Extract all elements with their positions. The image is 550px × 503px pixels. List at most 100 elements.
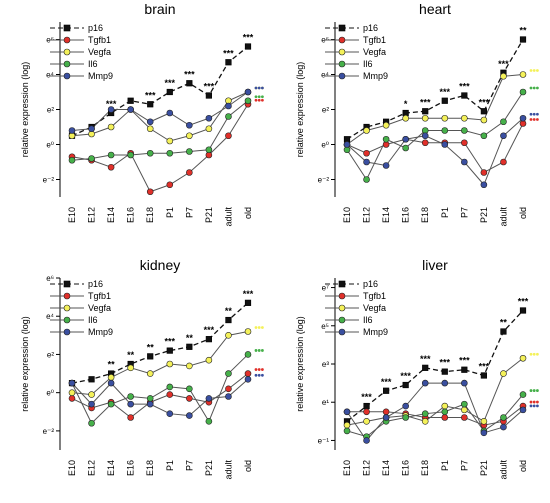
significance-label: *** [459,356,470,366]
legend-marker-tgfb1 [338,292,346,300]
sig-dot-vegfa [257,326,261,329]
point-tgfb1 [186,169,193,176]
sig-dot-vegfa [261,326,264,329]
x-tick-label: old [518,460,528,472]
point-il6 [107,151,115,159]
legend-marker-p16 [63,280,71,288]
point-vegfa [441,402,449,410]
point-mmp9 [127,106,134,113]
y-axis-label: relative expression (log) [20,316,30,412]
legend-marker-mmp9 [63,72,71,80]
legend-marker-mmp9 [338,72,346,80]
y-tick-label: e² [322,106,329,115]
significance-label: ** [127,350,135,360]
sig-dot-vegfa [536,352,539,356]
x-tick-label: adult [498,207,508,227]
significance-label: * [404,99,408,109]
series-line-mmp9 [71,91,249,131]
point-vegfa [480,116,488,124]
point-vegfa [500,72,507,80]
legend-label-mmp9: Mmp9 [88,327,113,337]
sig-dot-vegfa [532,352,536,356]
point-mmp9 [186,121,193,129]
series-line-p16 [346,39,524,140]
point-tgfb1 [186,395,193,402]
x-tick-label: adult [498,460,508,480]
point-vegfa [88,391,95,398]
x-tick-label: P21 [479,207,489,223]
legend-label-tgfb1: Tgfb1 [88,35,111,45]
legend-marker-vegfa [63,48,71,56]
legend-label-tgfb1: Tgfb1 [363,35,386,45]
point-mmp9 [363,437,370,444]
significance-label: *** [459,82,470,92]
point-mmp9 [225,102,232,110]
point-vegfa [343,421,351,429]
point-il6 [343,427,351,435]
point-mmp9 [68,379,76,387]
x-tick-label: old [243,207,253,219]
significance-label: *** [243,289,254,299]
legend-label-mmp9: Mmp9 [363,327,388,337]
point-tgfb1 [461,414,468,421]
legend-marker-vegfa [338,48,346,56]
legend-marker-vegfa [63,304,71,312]
point-mmp9 [500,423,507,431]
point-mmp9 [402,135,409,143]
point-p16 [205,336,212,343]
point-tgfb1 [166,181,174,189]
sig-dot-tgfb1 [536,118,539,121]
legend-label-p16: p16 [363,279,378,289]
point-mmp9 [166,410,174,417]
legend-label-mmp9: Mmp9 [363,71,388,81]
point-il6 [461,127,468,134]
point-vegfa [363,127,370,134]
point-mmp9 [127,400,134,408]
point-mmp9 [461,379,468,387]
point-vegfa [461,406,468,414]
x-tick-label: P7 [184,207,194,218]
point-p16 [441,368,448,375]
point-il6 [225,370,232,377]
point-il6 [363,176,370,183]
point-il6 [186,148,193,155]
x-tick-label: E10 [342,460,352,476]
point-il6 [166,149,174,157]
significance-label: *** [479,361,490,371]
point-il6 [402,414,409,421]
legend-label-il6: Il6 [88,315,98,325]
series-line-tgfb1 [346,123,524,174]
x-tick-label: E18 [145,207,155,223]
x-tick-label: P1 [165,207,175,218]
point-mmp9 [88,400,95,408]
legend-label-tgfb1: Tgfb1 [363,291,386,301]
point-il6 [205,146,213,154]
sig-dot-il6 [536,86,539,90]
significance-label: *** [165,78,176,88]
point-il6 [500,414,507,421]
point-tgfb1 [480,169,488,176]
x-tick-label: E14 [106,207,116,223]
point-mmp9 [186,412,193,419]
series-line-il6 [346,91,524,181]
point-vegfa [363,418,370,425]
series-line-vegfa [71,331,249,396]
sig-dot-tgfb1 [536,400,539,404]
sig-dot-il6 [261,349,264,352]
point-p16 [225,59,232,66]
y-tick-label: e² [47,106,54,115]
point-mmp9 [402,402,409,410]
legend-marker-il6 [63,60,71,68]
y-tick-label: e⁻² [43,176,55,185]
point-tgfb1 [166,391,174,398]
sig-dot-mmp9 [257,373,261,377]
point-mmp9 [244,375,252,383]
sig-dot-vegfa [529,352,533,356]
series-line-il6 [71,100,249,161]
point-il6 [382,135,390,143]
legend-label-mmp9: Mmp9 [88,71,113,81]
point-p16 [480,108,487,115]
significance-label: *** [204,82,215,92]
